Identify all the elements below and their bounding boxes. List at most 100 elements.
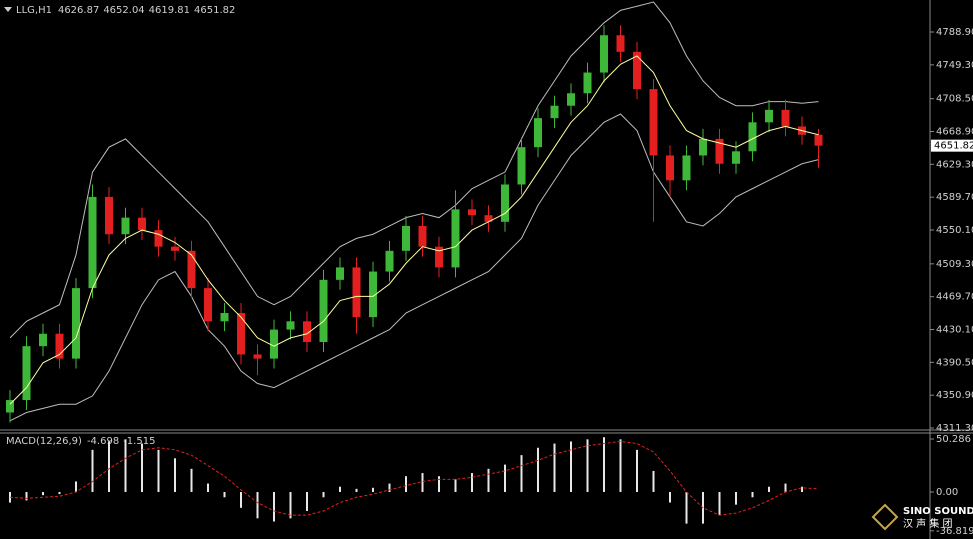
- macd-bar: [718, 492, 721, 516]
- candle-body: [253, 354, 262, 359]
- macd-bar: [174, 458, 176, 493]
- candle-body: [435, 246, 443, 268]
- candle-body: [204, 288, 212, 322]
- macd-bar: [289, 492, 292, 519]
- y-tick-label: 4430.10: [936, 325, 973, 336]
- y-tick-label: 4788.90: [936, 27, 973, 38]
- macd-bar: [801, 486, 803, 493]
- macd-value: -4.698: [87, 436, 119, 447]
- candle-body: [237, 313, 245, 355]
- candle-body: [22, 346, 31, 401]
- macd-bar: [685, 492, 688, 524]
- macd-header: MACD(12,26,9) -4.698 -1.515: [6, 436, 155, 447]
- candle-body: [402, 225, 410, 251]
- macd-bar: [619, 439, 622, 493]
- logo-chinese: 汉 声 集 团: [903, 517, 953, 530]
- candle-body: [732, 151, 740, 164]
- candle-body: [616, 35, 625, 52]
- macd-bar: [157, 449, 160, 493]
- candle-body: [154, 230, 163, 247]
- candle-body: [501, 184, 509, 222]
- candle-body: [517, 147, 526, 185]
- candle-body: [138, 217, 146, 231]
- macd-bar: [471, 473, 473, 493]
- macd-bar: [240, 492, 242, 508]
- y-tick-label: 4668.90: [936, 127, 973, 138]
- symbol-icon: [4, 7, 12, 12]
- macd-bar: [223, 492, 226, 498]
- moving-average: [9, 55, 819, 405]
- macd-bar: [108, 441, 110, 493]
- y-tick-label: 4629.30: [936, 159, 973, 170]
- macd-bar: [25, 492, 28, 501]
- y-tick-label: 4550.10: [936, 225, 973, 236]
- macd-bar: [454, 479, 457, 493]
- candle-body: [682, 155, 691, 181]
- candle-body: [781, 109, 790, 127]
- candle-body: [567, 93, 575, 106]
- macd-bar: [207, 483, 209, 493]
- upper-band: [9, 1, 819, 339]
- header-close: 4651.82: [194, 5, 235, 16]
- macd-bar: [735, 492, 737, 505]
- y-tick-label: 4708.50: [936, 94, 973, 105]
- candle-body: [72, 288, 80, 359]
- logo-icon: [871, 503, 899, 531]
- y-tick-label: 0.00: [936, 487, 958, 498]
- candle-body: [286, 321, 295, 330]
- macd-bar: [553, 443, 556, 493]
- candle-body: [270, 329, 278, 359]
- candle-body: [484, 215, 493, 222]
- macd-bar: [504, 464, 506, 493]
- candle-body: [468, 209, 476, 216]
- candle-body: [336, 267, 344, 280]
- y-tick-label: 50.286: [936, 434, 971, 445]
- candle-body: [534, 118, 542, 148]
- header-low: 4619.81: [149, 5, 190, 16]
- logo: SINO SOUND 汉 声 集 团: [871, 503, 973, 531]
- candle-body: [451, 209, 460, 268]
- header-open: 4626.87: [58, 5, 99, 16]
- macd-bar: [603, 437, 605, 493]
- lower-band: [9, 113, 819, 422]
- macd-bar: [124, 439, 127, 493]
- y-tick-label: 4749.30: [936, 60, 973, 71]
- macd-bar: [273, 492, 275, 522]
- last-price-box: [931, 139, 973, 152]
- y-tick-label: 4311.30: [936, 423, 973, 434]
- macd-title: MACD(12,26,9): [6, 436, 82, 447]
- macd-bar: [487, 468, 490, 493]
- macd-bar: [306, 492, 308, 511]
- candle-body: [699, 138, 707, 156]
- candle-body: [748, 122, 757, 152]
- candle-body: [303, 321, 311, 343]
- candle-body: [418, 225, 427, 247]
- macd-bar: [652, 470, 655, 493]
- candle-body: [352, 267, 361, 318]
- candle-body: [633, 51, 641, 90]
- macd-bar: [421, 473, 424, 493]
- candle-body: [6, 400, 14, 413]
- logo-name: SINO SOUND: [903, 506, 973, 517]
- macd-bar: [256, 492, 259, 519]
- y-tick-label: 4469.70: [936, 292, 973, 303]
- macd-bar: [438, 476, 440, 493]
- macd-bar: [768, 486, 770, 493]
- candle-body: [55, 333, 64, 359]
- candle-body: [105, 196, 113, 235]
- macd-bar: [537, 447, 539, 493]
- candle-body: [550, 105, 559, 119]
- macd-bar: [388, 483, 391, 493]
- macd-bar: [751, 492, 754, 498]
- macd-bar: [42, 492, 44, 496]
- y-tick-label: 4350.90: [936, 390, 973, 401]
- candle-body: [583, 72, 592, 94]
- macd-bar: [784, 483, 787, 493]
- macd-bar: [669, 492, 671, 503]
- macd-bar: [58, 492, 61, 495]
- y-tick-label: 4390.50: [936, 357, 973, 368]
- y-tick-label: -36.819: [936, 526, 973, 537]
- macd-bar: [355, 488, 358, 493]
